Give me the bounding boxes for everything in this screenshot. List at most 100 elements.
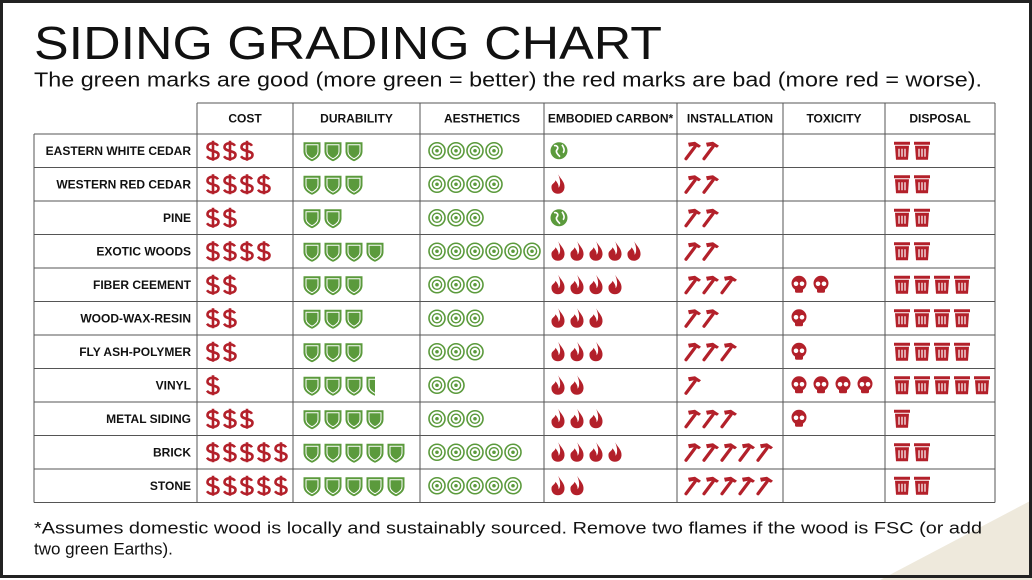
aesthetics-dot bbox=[454, 282, 458, 287]
row-label: EXOTIC WOODS bbox=[96, 244, 191, 258]
flame-mark bbox=[551, 274, 565, 295]
durability-cell bbox=[303, 209, 342, 229]
shield-mark bbox=[324, 175, 342, 195]
aesthetics-dot bbox=[473, 249, 477, 254]
trash-mark bbox=[894, 443, 910, 462]
aesthetics-dot bbox=[435, 483, 439, 488]
disposal-cell bbox=[894, 309, 970, 328]
trash-mark bbox=[914, 376, 930, 395]
skull-icon bbox=[791, 275, 807, 291]
aesthetics-inner bbox=[488, 245, 500, 257]
shield-icon bbox=[345, 242, 363, 262]
shield-inner bbox=[347, 244, 361, 260]
row-label: FIBER CEEMENT bbox=[93, 278, 192, 292]
cost-cell bbox=[205, 140, 254, 161]
disposal-cell bbox=[894, 342, 970, 361]
aesthetics-dot bbox=[492, 249, 496, 254]
trash-mark bbox=[914, 342, 930, 361]
durability-cell bbox=[303, 443, 405, 463]
row-label: EASTERN WHITE CEDAR bbox=[46, 144, 192, 158]
shield-inner bbox=[347, 479, 361, 495]
hammer-handle bbox=[702, 413, 715, 429]
shield-mark bbox=[345, 309, 363, 329]
toxicity-cell bbox=[791, 376, 873, 394]
eye-mark bbox=[428, 242, 446, 261]
flame-mark bbox=[589, 442, 603, 462]
hammer-mark bbox=[684, 175, 701, 194]
column-header: INSTALLATION bbox=[687, 112, 773, 126]
dollar-mark bbox=[222, 341, 237, 362]
trash-mark bbox=[914, 141, 930, 160]
trash-mark bbox=[894, 242, 910, 261]
dollar-mark bbox=[205, 140, 220, 161]
aesthetics-inner bbox=[488, 480, 500, 492]
trash-lines bbox=[958, 383, 966, 392]
aesthetics-cell bbox=[428, 309, 484, 328]
aesthetics-dot bbox=[511, 483, 515, 488]
aesthetics-dot bbox=[454, 148, 458, 153]
durability-cell bbox=[303, 477, 405, 497]
aesthetics-dot bbox=[454, 383, 458, 388]
shield-mark bbox=[387, 477, 405, 497]
trash-lines bbox=[898, 483, 906, 492]
aesthetics-dot bbox=[473, 349, 477, 354]
eye-mark bbox=[447, 342, 465, 361]
cost-cell bbox=[205, 375, 220, 396]
dollar-icon bbox=[256, 442, 271, 463]
dollar-icon bbox=[205, 274, 220, 295]
trash-lid bbox=[894, 476, 910, 480]
shield-mark bbox=[303, 343, 321, 363]
shield-icon bbox=[303, 142, 321, 162]
hammer-handle bbox=[702, 312, 715, 328]
trash-lines bbox=[898, 383, 906, 392]
flame-icon bbox=[551, 174, 565, 194]
hammer-handle bbox=[720, 346, 733, 362]
cost-cell bbox=[205, 174, 271, 195]
installation-cell bbox=[684, 175, 719, 194]
trash-mark bbox=[934, 342, 950, 361]
durability-cell bbox=[303, 343, 363, 363]
aesthetics-cell bbox=[428, 208, 484, 227]
skull-eye bbox=[865, 381, 871, 387]
aesthetics-cell bbox=[428, 175, 503, 194]
hammer-handle bbox=[720, 413, 733, 429]
trash-lid bbox=[914, 275, 930, 279]
eye-mark bbox=[466, 309, 484, 328]
trash-lines bbox=[898, 249, 906, 258]
skull-mark bbox=[791, 409, 807, 427]
hammer-head bbox=[706, 342, 719, 349]
dollar-icon bbox=[222, 207, 237, 228]
shield-mark bbox=[324, 443, 342, 463]
trash-lines bbox=[918, 316, 926, 325]
shield-inner bbox=[368, 445, 382, 461]
hammer-head bbox=[688, 309, 701, 316]
trash-lines bbox=[958, 349, 966, 358]
trash-lid bbox=[914, 376, 930, 380]
aesthetics-inner bbox=[469, 178, 481, 190]
shield-icon bbox=[345, 443, 363, 463]
skull-eye bbox=[815, 381, 821, 387]
hammer-mark bbox=[684, 476, 701, 496]
toxicity-cell bbox=[791, 309, 807, 327]
eye-mark bbox=[447, 309, 465, 328]
trash-lines bbox=[918, 182, 926, 191]
dollar-icon bbox=[222, 475, 237, 496]
dollar-mark bbox=[222, 140, 237, 161]
shield-inner bbox=[326, 345, 340, 361]
shield-inner bbox=[305, 311, 319, 327]
hammer-head bbox=[688, 275, 701, 282]
shield-inner bbox=[326, 244, 340, 260]
aesthetics-inner bbox=[431, 212, 443, 224]
shield-icon bbox=[324, 376, 342, 396]
disposal-cell bbox=[894, 175, 930, 194]
hammer-handle bbox=[702, 279, 715, 295]
trash-lid bbox=[894, 309, 910, 313]
aesthetics-cell bbox=[428, 443, 522, 462]
aesthetics-inner bbox=[469, 312, 481, 324]
aesthetics-dot bbox=[454, 215, 458, 220]
hammer-head bbox=[706, 141, 719, 148]
shield-icon bbox=[303, 343, 321, 363]
flame-mark bbox=[608, 241, 622, 261]
shield-mark bbox=[303, 175, 321, 195]
